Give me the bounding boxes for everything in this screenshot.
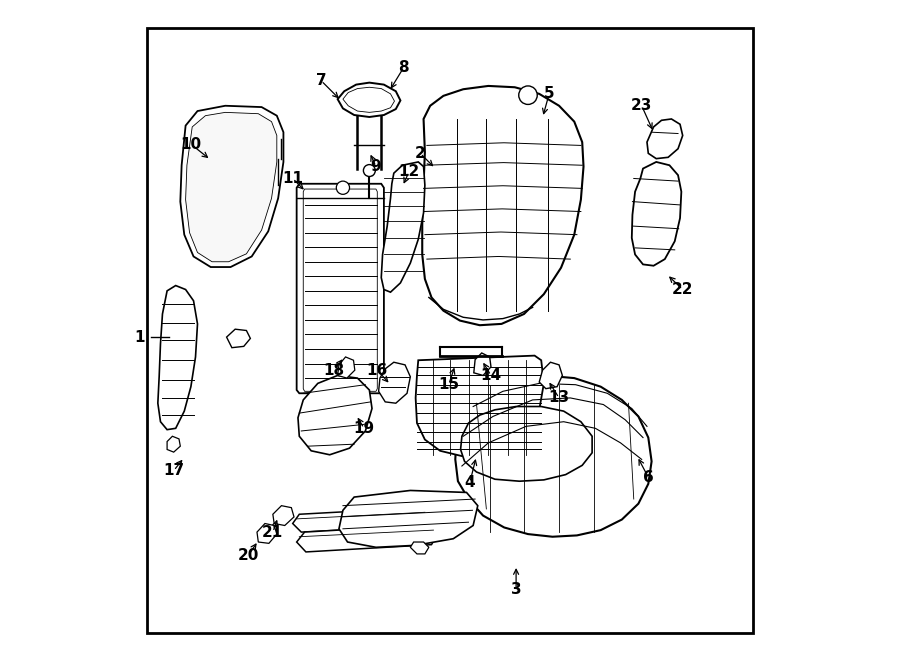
Polygon shape	[422, 86, 583, 325]
Polygon shape	[158, 286, 197, 430]
Polygon shape	[338, 83, 400, 117]
Text: 11: 11	[283, 171, 303, 186]
Polygon shape	[632, 162, 681, 266]
Polygon shape	[292, 508, 428, 532]
Text: 19: 19	[354, 421, 374, 436]
Polygon shape	[338, 357, 355, 378]
Polygon shape	[416, 356, 544, 456]
Polygon shape	[273, 506, 294, 525]
Text: 2: 2	[415, 146, 426, 161]
Polygon shape	[339, 490, 478, 547]
Text: 7: 7	[316, 73, 327, 88]
Text: 23: 23	[631, 98, 652, 113]
Polygon shape	[297, 525, 436, 552]
Text: 16: 16	[366, 363, 388, 377]
Polygon shape	[257, 524, 277, 543]
Polygon shape	[167, 436, 180, 452]
Text: 8: 8	[399, 60, 409, 75]
Text: 4: 4	[464, 475, 475, 490]
Polygon shape	[297, 184, 384, 393]
Polygon shape	[185, 112, 277, 262]
Text: 15: 15	[438, 377, 459, 392]
Text: 18: 18	[324, 363, 345, 377]
Polygon shape	[227, 329, 250, 348]
Polygon shape	[461, 407, 592, 481]
Polygon shape	[455, 375, 652, 537]
Text: 3: 3	[511, 582, 521, 597]
Circle shape	[364, 165, 375, 176]
Polygon shape	[379, 362, 410, 403]
Text: 14: 14	[481, 368, 501, 383]
Text: 21: 21	[262, 525, 284, 539]
Circle shape	[337, 181, 349, 194]
Text: 17: 17	[163, 463, 184, 478]
Text: 10: 10	[180, 137, 202, 151]
Polygon shape	[180, 106, 284, 267]
Polygon shape	[647, 119, 683, 159]
Text: 12: 12	[399, 165, 419, 179]
Text: 9: 9	[371, 159, 382, 174]
Polygon shape	[382, 162, 425, 292]
Text: 6: 6	[643, 470, 653, 485]
Text: 13: 13	[548, 391, 570, 405]
Polygon shape	[298, 375, 372, 455]
Text: 1: 1	[134, 330, 145, 344]
Text: 20: 20	[238, 548, 259, 563]
Circle shape	[518, 86, 537, 104]
Polygon shape	[410, 542, 428, 554]
Polygon shape	[539, 362, 562, 389]
Polygon shape	[473, 353, 491, 375]
Text: 5: 5	[544, 87, 554, 101]
Polygon shape	[343, 87, 394, 112]
Text: 22: 22	[672, 282, 693, 297]
Polygon shape	[303, 189, 377, 391]
